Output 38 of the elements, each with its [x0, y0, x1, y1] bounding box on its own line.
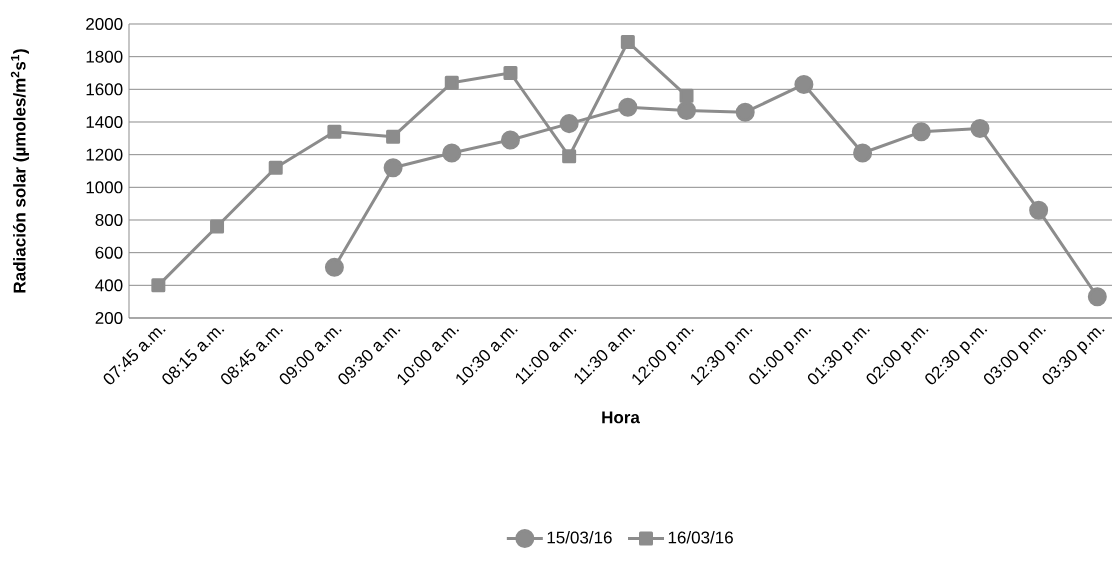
point: [383, 158, 403, 178]
legend-label: 15/03/16: [547, 531, 612, 544]
y-tick-label: 1600: [86, 83, 123, 96]
y-tick-label: 800: [95, 213, 123, 227]
point: [677, 101, 697, 121]
point: [679, 88, 694, 103]
point: [444, 75, 459, 90]
y-tick-label: 400: [95, 279, 123, 292]
point: [794, 74, 814, 94]
point: [324, 257, 344, 277]
point: [500, 130, 520, 150]
y-axis-title: Radiación solar (µmoles/m$^{2}$s$^{1}$): [10, 49, 29, 293]
legend-label: 16/03/16: [668, 531, 733, 544]
y-tick-label: 1200: [86, 148, 123, 161]
point: [386, 129, 401, 144]
y-tick-label: 600: [95, 246, 123, 259]
y-tick-label: 1800: [86, 50, 123, 63]
point: [442, 143, 462, 163]
point: [911, 122, 931, 142]
point: [620, 34, 635, 49]
point: [151, 278, 166, 293]
x-axis-title: Hora: [602, 411, 640, 424]
point: [618, 97, 638, 117]
point: [327, 124, 342, 139]
y-tick-label: 200: [95, 311, 123, 325]
point: [562, 149, 577, 164]
point: [853, 143, 873, 163]
point: [268, 160, 283, 175]
point: [1029, 200, 1049, 220]
point: [735, 102, 755, 122]
point: [559, 114, 579, 134]
y-tick-label: 2000: [86, 17, 123, 31]
point: [503, 65, 518, 80]
point: [210, 219, 225, 234]
y-tick-label: 1000: [86, 181, 123, 194]
point: [1087, 287, 1107, 307]
y-tick-label: 1400: [86, 115, 123, 129]
point: [970, 119, 990, 139]
